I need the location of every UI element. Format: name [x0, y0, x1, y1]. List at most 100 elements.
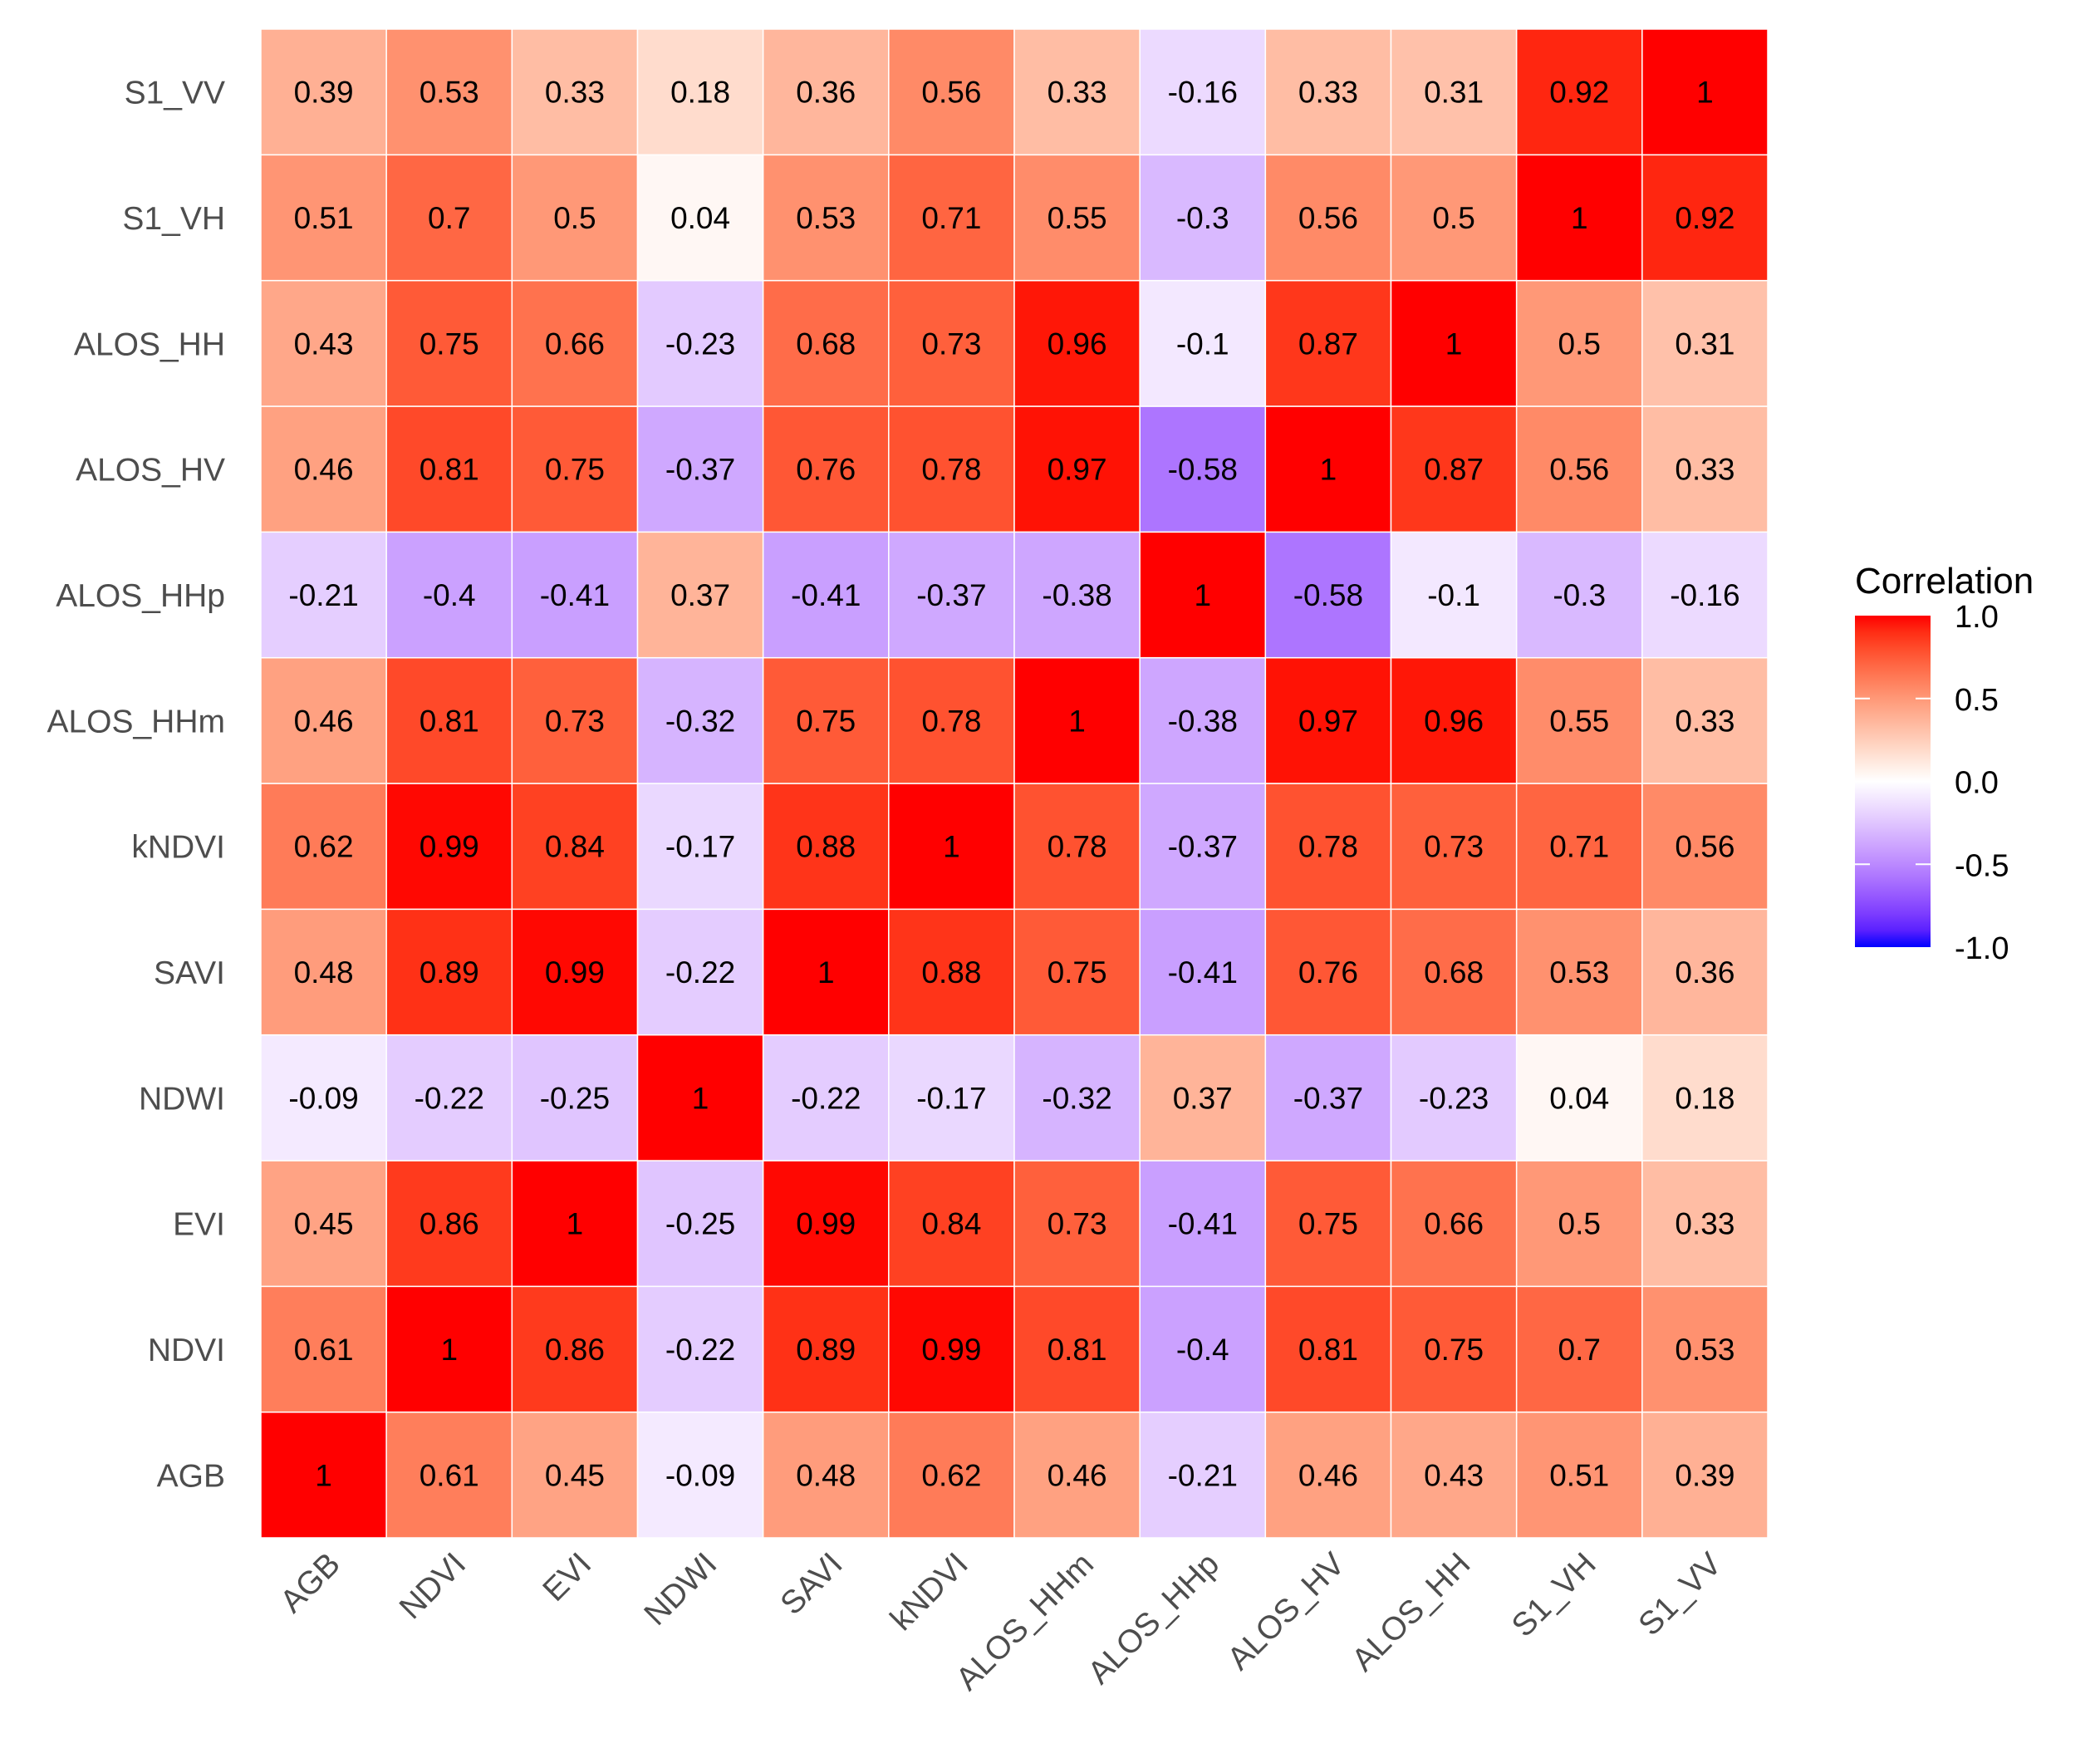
heatmap-cell: [888, 783, 1015, 911]
cell-value-label: 0.62: [294, 830, 354, 864]
heatmap-cell: [1641, 1411, 1769, 1539]
heatmap-cell: [1013, 1411, 1141, 1539]
heatmap-cell: [636, 1411, 764, 1539]
cell-value-label: 0.75: [420, 327, 479, 361]
heatmap-cell: [1264, 908, 1392, 1036]
heatmap-cell: [1515, 28, 1643, 156]
x-tick-label: kNDVI: [884, 1546, 975, 1638]
cell-value-label: 0.37: [1173, 1081, 1233, 1115]
heatmap-cell: [1139, 531, 1267, 659]
cell-value-label: 0.78: [1298, 830, 1358, 864]
heatmap-cell: [1264, 783, 1392, 911]
heatmap-cell: [636, 1285, 764, 1413]
cell-value-label: 0.56: [1549, 453, 1609, 487]
cell-value-label: -0.37: [1168, 830, 1238, 864]
cell-value-label: -0.38: [1168, 704, 1238, 738]
heatmap-cell: [511, 656, 639, 784]
x-tick-label: AGB: [273, 1546, 347, 1620]
heatmap-cell: [762, 28, 890, 156]
heatmap-cell: [888, 405, 1015, 533]
heatmap-cell: [888, 908, 1015, 1036]
cell-value-label: -0.22: [665, 1333, 735, 1367]
cell-value-label: 0.56: [1298, 201, 1358, 235]
cell-value-label: 1: [943, 830, 960, 864]
heatmap-cell: [385, 1411, 513, 1539]
heatmap-cell: [385, 1034, 513, 1161]
cell-value-label: -0.58: [1168, 453, 1238, 487]
cell-value-label: 0.96: [1424, 704, 1484, 738]
cell-value-label: 1: [692, 1081, 709, 1115]
cell-value-label: -0.3: [1176, 201, 1229, 235]
cell-value-label: 0.18: [1675, 1081, 1734, 1115]
legend-tick-label: 1.0: [1955, 600, 1999, 635]
y-tick-label: ALOS_HHp: [56, 578, 225, 614]
heatmap-cell: [1641, 28, 1769, 156]
cell-value-label: -0.22: [791, 1081, 861, 1115]
cell-value-label: 0.55: [1549, 704, 1609, 738]
cell-value-label: 0.78: [921, 704, 981, 738]
cell-value-label: -0.25: [665, 1207, 735, 1241]
heatmap-cell: [888, 154, 1015, 282]
heatmap-cell: [385, 656, 513, 784]
heatmap-cell: [1013, 783, 1141, 911]
heatmap-cell: [1013, 279, 1141, 407]
cell-value-label: 1: [1320, 453, 1337, 487]
heatmap-cell: [762, 1285, 890, 1413]
heatmap-cell: [260, 783, 387, 911]
x-tick-label: S1_VH: [1505, 1546, 1603, 1644]
y-tick-label: ALOS_HV: [76, 453, 225, 489]
legend-tick-label: -1.0: [1955, 931, 2009, 966]
heatmap-cell: [511, 154, 639, 282]
heatmap-cell: [1641, 908, 1769, 1036]
cell-value-label: -0.1: [1176, 327, 1229, 361]
y-tick-label: S1_VV: [125, 76, 225, 111]
cell-value-label: 0.45: [545, 1458, 605, 1492]
cell-value-label: 0.61: [294, 1333, 354, 1367]
cell-value-label: 0.78: [921, 453, 981, 487]
cell-value-label: 0.5: [1558, 327, 1601, 361]
y-tick-label: AGB: [157, 1458, 225, 1494]
cell-value-label: -0.23: [1419, 1081, 1489, 1115]
heatmap-cell: [636, 656, 764, 784]
cell-value-label: 0.48: [294, 955, 354, 989]
heatmap-cell: [1390, 1160, 1518, 1288]
cell-value-label: -0.58: [1293, 578, 1363, 612]
cell-value-label: 0.48: [796, 1458, 856, 1492]
heatmap-cell: [1390, 405, 1518, 533]
cell-value-label: -0.41: [1168, 955, 1238, 989]
heatmap-cell: [1515, 531, 1643, 659]
cell-value-label: 1: [1194, 578, 1211, 612]
cell-value-label: 1: [567, 1207, 584, 1241]
heatmap-cell: [385, 405, 513, 533]
heatmap-cell: [762, 1411, 890, 1539]
cell-value-label: 0.18: [670, 76, 730, 110]
heatmap-cell: [1515, 1160, 1643, 1288]
cell-value-label: -0.25: [540, 1081, 610, 1115]
heatmap-cell: [1641, 783, 1769, 911]
legend-tick-label: 0.0: [1955, 766, 1999, 801]
cell-value-label: -0.41: [791, 578, 861, 612]
cell-value-label: 0.33: [1675, 453, 1734, 487]
heatmap-cell: [260, 1285, 387, 1413]
cell-value-label: 0.43: [1424, 1458, 1484, 1492]
cell-value-label: -0.37: [916, 578, 986, 612]
x-tick-label: NDVI: [393, 1546, 473, 1626]
cell-value-label: 0.71: [1549, 830, 1609, 864]
cell-value-label: 0.75: [545, 453, 605, 487]
heatmap-cell: [636, 405, 764, 533]
cell-value-label: 0.92: [1675, 201, 1734, 235]
cell-value-label: 0.73: [1424, 830, 1484, 864]
cell-value-label: -0.21: [288, 578, 358, 612]
heatmap-cell: [1390, 1034, 1518, 1161]
x-tick-label: ALOS_HH: [1345, 1546, 1477, 1678]
cell-value-label: 0.33: [1048, 76, 1107, 110]
cell-value-label: 1: [1068, 704, 1086, 738]
heatmap-cell: [888, 1411, 1015, 1539]
cell-value-label: -0.21: [1168, 1458, 1238, 1492]
heatmap-cell: [1264, 1411, 1392, 1539]
cell-value-label: 0.84: [545, 830, 605, 864]
heatmap-cell: [260, 279, 387, 407]
cell-value-label: 0.96: [1048, 327, 1107, 361]
heatmap-cell: [1139, 279, 1267, 407]
heatmap-cell: [762, 1160, 890, 1288]
